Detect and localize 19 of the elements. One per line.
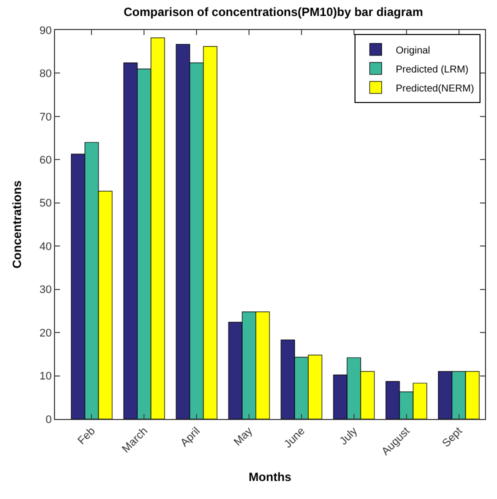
- y-tick-label: 30: [40, 284, 52, 296]
- y-tick-label: 10: [40, 370, 52, 383]
- chart-title: Comparison of concentrations(PM10)by bar diagram: [124, 4, 424, 19]
- legend-label: Predicted (LRM): [396, 64, 469, 76]
- legend-label: Predicted(NERM): [396, 83, 474, 94]
- x-axis-title: Months: [248, 470, 292, 484]
- y-tick-label: 0: [46, 414, 52, 426]
- y-axis-title: Concentrations: [10, 180, 24, 269]
- x-tick-label: Feb: [76, 425, 98, 448]
- y-tick-label: 50: [40, 198, 52, 210]
- y-tick-label: 90: [40, 24, 52, 37]
- y-tick-label: 70: [40, 111, 52, 124]
- y-tick-label: 20: [40, 327, 52, 340]
- y-tick-label: 40: [40, 240, 52, 253]
- legend-label: Original: [396, 45, 430, 56]
- y-tick-label: 60: [40, 154, 52, 167]
- x-tick-label: July: [338, 424, 360, 448]
- x-tick-label: May: [232, 424, 256, 448]
- y-tick-label: 80: [40, 68, 52, 80]
